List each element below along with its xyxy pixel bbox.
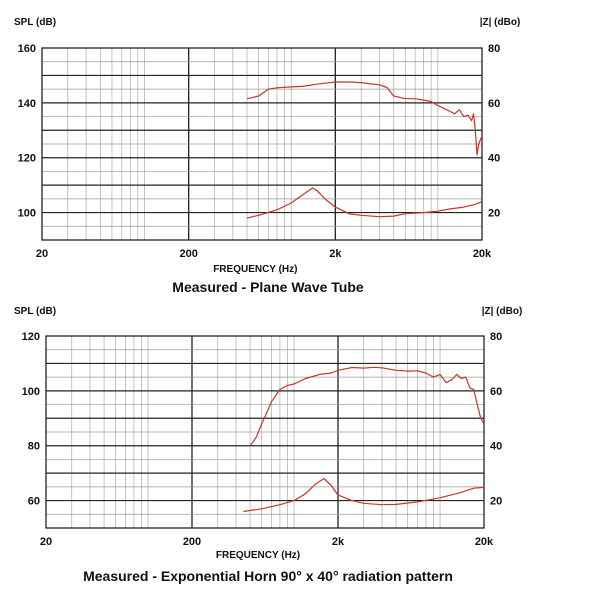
x-tick-label: 20k — [473, 248, 492, 260]
y-tick-label-right: 40 — [490, 441, 502, 453]
spl-response-line — [246, 81, 483, 156]
series-group — [246, 81, 483, 219]
y-tick-label-left: 140 — [18, 98, 36, 110]
grid — [46, 336, 484, 528]
y-tick-label-right: 20 — [490, 496, 502, 508]
y-tick-label-left: 60 — [28, 496, 40, 508]
x-tick-label: 2k — [329, 248, 342, 260]
chart-caption: Measured - Plane Wave Tube — [172, 279, 364, 295]
y-tick-label-left: 120 — [18, 153, 36, 165]
y-axis-title-left: SPL (dB) — [14, 17, 56, 28]
y-axis-title-right: |Z| (dBo) — [482, 306, 523, 317]
x-tick-label: 200 — [183, 536, 201, 548]
impedance-line — [243, 478, 485, 513]
impedance-line — [246, 187, 483, 219]
x-tick-label: 200 — [179, 248, 197, 260]
plot-frame — [45, 335, 485, 529]
grid — [42, 48, 482, 240]
y-tick-label-left: 120 — [22, 331, 40, 343]
series-group — [243, 366, 485, 513]
x-axis-title: FREQUENCY (Hz) — [216, 550, 300, 561]
y-axis-title-right: |Z| (dBo) — [480, 17, 521, 28]
spl-response-line — [249, 366, 485, 447]
chart-caption: Measured - Exponential Horn 90° x 40° ra… — [83, 568, 453, 584]
y-tick-label-left: 160 — [18, 43, 36, 55]
x-axis-title: FREQUENCY (Hz) — [213, 264, 297, 275]
plot-frame — [41, 47, 483, 241]
x-tick-label: 20 — [36, 248, 48, 260]
y-tick-label-right: 40 — [488, 153, 500, 165]
y-tick-label-right: 60 — [490, 386, 502, 398]
y-tick-label-left: 100 — [18, 208, 36, 220]
y-tick-label-right: 80 — [490, 331, 502, 343]
tick-labels: 20 200 2k 20k 60 80 100 120 20 40 60 80 — [22, 331, 503, 548]
x-tick-label: 20 — [40, 536, 52, 548]
y-tick-label-right: 80 — [488, 43, 500, 55]
chart-panel-bottom: SPL (dB) |Z| (dBo) FREQUENCY (Hz) Measur… — [14, 306, 522, 584]
y-tick-label-left: 100 — [22, 386, 40, 398]
x-tick-label: 2k — [332, 536, 345, 548]
y-tick-label-right: 20 — [488, 208, 500, 220]
x-tick-label: 20k — [475, 536, 494, 548]
y-axis-title-left: SPL (dB) — [14, 306, 56, 317]
chart-panel-top: SPL (dB) |Z| (dBo) FREQUENCY (Hz) Measur… — [14, 17, 520, 295]
tick-labels: 20 200 2k 20k 100 120 140 160 20 40 60 80 — [18, 43, 501, 260]
y-tick-label-left: 80 — [28, 441, 40, 453]
y-tick-label-right: 60 — [488, 98, 500, 110]
